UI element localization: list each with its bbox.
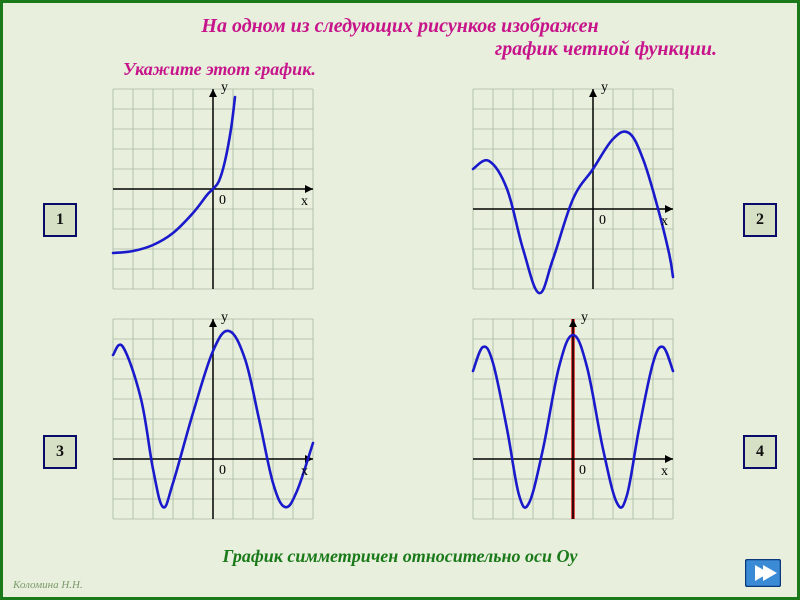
option-3-label: 3 bbox=[56, 443, 64, 461]
title-line-2: график четной функции. bbox=[23, 38, 777, 61]
footer-note: График симметричен относительно оси Оу bbox=[3, 546, 797, 567]
chart-svg: 0 х у bbox=[463, 313, 693, 533]
chart-2: 0 х у bbox=[463, 83, 693, 303]
option-1-label: 1 bbox=[56, 211, 64, 229]
charts-area: 0 х у 0 х у 0 х у 0 х у bbox=[3, 63, 800, 543]
option-3-button[interactable]: 3 bbox=[43, 435, 77, 469]
option-2-label: 2 bbox=[756, 211, 764, 229]
author-credit: Коломина Н.Н. bbox=[13, 579, 83, 591]
chart-svg: 0 х у bbox=[103, 83, 333, 303]
svg-text:0: 0 bbox=[599, 213, 606, 228]
chart-4: 0 х у bbox=[463, 313, 693, 533]
svg-text:0: 0 bbox=[579, 463, 586, 478]
arrow-right-icon bbox=[745, 559, 781, 587]
chart-svg: 0 х у bbox=[463, 83, 693, 303]
title-line-1: На одном из следующих рисунков изображен bbox=[23, 15, 777, 38]
svg-text:у: у bbox=[601, 83, 608, 95]
option-2-button[interactable]: 2 bbox=[743, 203, 777, 237]
svg-text:у: у bbox=[221, 83, 228, 95]
slide-frame: На одном из следующих рисунков изображен… bbox=[0, 0, 800, 600]
svg-text:х: х bbox=[661, 214, 668, 229]
svg-text:у: у bbox=[581, 313, 588, 325]
svg-text:х: х bbox=[301, 464, 308, 479]
option-4-label: 4 bbox=[756, 443, 764, 461]
option-4-button[interactable]: 4 bbox=[743, 435, 777, 469]
svg-text:0: 0 bbox=[219, 463, 226, 478]
svg-text:х: х bbox=[301, 194, 308, 209]
chart-svg: 0 х у bbox=[103, 313, 333, 533]
svg-text:0: 0 bbox=[219, 193, 226, 208]
svg-text:у: у bbox=[221, 313, 228, 325]
chart-3: 0 х у bbox=[103, 313, 333, 533]
next-slide-button[interactable] bbox=[745, 559, 781, 587]
svg-text:х: х bbox=[661, 464, 668, 479]
chart-1: 0 х у bbox=[103, 83, 333, 303]
option-1-button[interactable]: 1 bbox=[43, 203, 77, 237]
